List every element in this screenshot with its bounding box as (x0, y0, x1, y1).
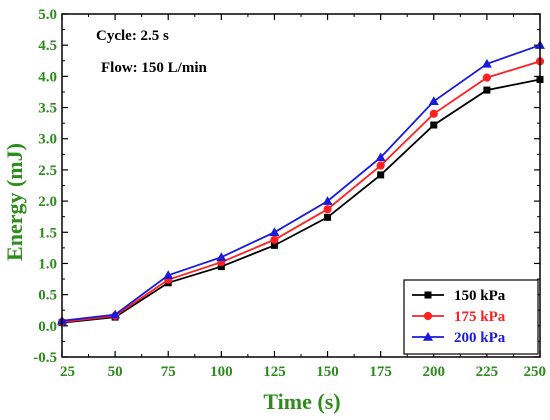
annotation-cycle: Cycle: 2.5 s (96, 28, 169, 44)
y-tick-label: 3.5 (38, 101, 57, 117)
data-point-circle (482, 73, 491, 82)
legend-entry-0: 150 kPa (412, 288, 506, 304)
legend: 150 kPa 175 kPa 200 kPa (403, 279, 539, 355)
data-point-triangle (110, 309, 121, 319)
data-point-triangle (216, 252, 227, 261)
data-point-square (324, 213, 332, 221)
x-axis-ticks: 25 50 75 100 125 150 175 200 225 250 (60, 14, 546, 380)
y-tick-label: 4.0 (38, 69, 57, 85)
series-line (61, 60, 541, 323)
x-tick-label: 225 (476, 364, 499, 380)
x-tick-label: 100 (210, 364, 233, 380)
y-tick-label: 2.0 (38, 194, 57, 210)
legend-label: 175 kPa (454, 309, 506, 325)
y-tick-label: 0.5 (38, 288, 57, 304)
data-point-square (217, 263, 225, 271)
data-point-triangle (428, 96, 439, 106)
data-point-circle (423, 311, 433, 321)
series-line (61, 78, 541, 324)
data-point-square (377, 171, 385, 179)
y-tick-label: 2.5 (38, 163, 57, 179)
y-tick-label: 1.5 (38, 225, 57, 241)
y-tick-label: 3.0 (38, 132, 57, 148)
x-tick-label: 25 (60, 364, 75, 380)
y-tick-label: -0.5 (33, 350, 57, 366)
data-point-circle (323, 205, 332, 214)
x-tick-label: 200 (423, 364, 446, 380)
x-tick-label: 175 (369, 364, 392, 380)
data-point-square (424, 291, 432, 299)
data-point-triangle (423, 332, 433, 341)
y-axis-ticks: -0.5 0.0 0.5 1.0 1.5 2.0 2.5 3.0 3.5 4.0 4.5 5.0 (33, 7, 540, 366)
data-point-circle (270, 235, 279, 244)
legend-entry-2: 200 kPa (412, 330, 506, 346)
legend-entry-1: 175 kPa (412, 309, 506, 325)
y-tick-label: 0.0 (38, 319, 57, 335)
legend-label: 150 kPa (454, 288, 506, 304)
data-point-triangle (322, 196, 333, 205)
data-point-triangle (269, 227, 280, 237)
data-point-circle (376, 161, 385, 170)
legend-label: 200 kPa (454, 330, 506, 346)
y-tick-label: 1.0 (38, 256, 57, 272)
plot-frame (61, 13, 541, 358)
x-tick-label: 50 (108, 364, 123, 380)
x-tick-label: 150 (316, 364, 339, 380)
annotation-flow: Flow: 150 L/min (101, 60, 207, 76)
data-point-square (270, 241, 278, 249)
series-line (61, 44, 541, 322)
x-axis-title: Time (s) (263, 389, 340, 414)
data-point-triangle (481, 58, 492, 68)
y-tick-label: 5.0 (38, 7, 57, 23)
data-point-square (430, 121, 438, 129)
series-2 (57, 40, 545, 325)
data-point-square (483, 86, 491, 94)
y-tick-label: 4.5 (38, 38, 57, 54)
data-point-circle (429, 109, 438, 118)
x-tick-label: 125 (263, 364, 286, 380)
data-point-triangle (163, 270, 174, 280)
x-tick-label: 75 (161, 364, 176, 380)
data-point-triangle (375, 152, 386, 162)
y-axis-title: Energy (mJ) (2, 143, 27, 261)
series-layer (57, 40, 545, 327)
x-tick-label: 250 (524, 364, 547, 380)
